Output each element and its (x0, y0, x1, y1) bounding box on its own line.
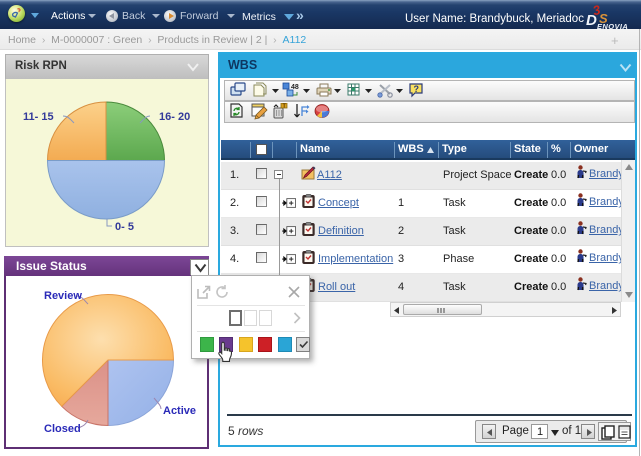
svg-text:T: T (283, 104, 287, 110)
svg-text:3: 3 (591, 2, 602, 18)
svg-text:0- 5: 0- 5 (115, 221, 134, 233)
svg-text:11- 15: 11- 15 (23, 111, 54, 123)
svg-text:48: 48 (291, 84, 299, 91)
svg-text:ENOVIA: ENOVIA (597, 22, 628, 30)
svg-text:?: ? (414, 84, 420, 94)
svg-text:Review: Review (44, 290, 82, 302)
svg-text:16- 20: 16- 20 (159, 111, 190, 123)
svg-text:Closed: Closed (44, 423, 81, 435)
svg-text:S: S (599, 11, 608, 26)
svg-text:Active: Active (163, 405, 196, 417)
svg-text:D: D (586, 12, 597, 29)
